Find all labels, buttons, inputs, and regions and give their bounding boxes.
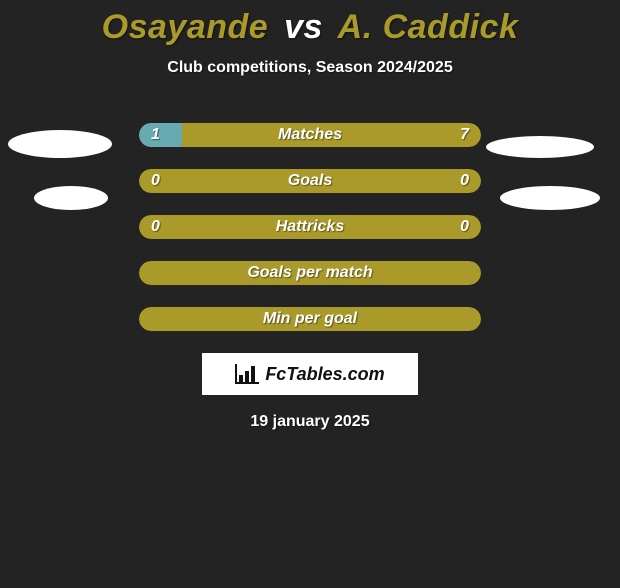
logo-text: FcTables.com [265,364,384,385]
bar-value-right: 0 [460,169,469,193]
bar-label: Hattricks [139,215,481,239]
comparison-title: Osayande vs A. Caddick [0,8,620,47]
bar-value-left: 0 [151,215,160,239]
bar-chart-icon [235,364,259,384]
player1-club-placeholder [34,186,108,210]
bar-value-left: 0 [151,169,160,193]
bar-value-right: 7 [460,123,469,147]
stat-bar-goals: Goals0 0 [139,169,481,193]
player2-club-placeholder [500,186,600,210]
stat-bars-container: Matches17Goals00Hattricks00Goals per mat… [139,123,481,331]
bar-label: Min per goal [139,307,481,331]
player2-avatar-placeholder [486,136,594,158]
snapshot-date: 19 january 2025 [0,413,620,431]
bar-label: Goals per match [139,261,481,285]
subtitle: Club competitions, Season 2024/2025 [0,59,620,77]
stat-bar-matches: Matches1 7 [139,123,481,147]
player1-avatar-placeholder [8,130,112,158]
bar-label: Matches [139,123,481,147]
bar-value-right: 0 [460,215,469,239]
bar-label: Goals [139,169,481,193]
player2-name: A. Caddick [338,8,519,46]
stat-bar-min-per-goal: Min per goal [139,307,481,331]
vs-text: vs [284,8,323,46]
stat-bar-hattricks: Hattricks0 0 [139,215,481,239]
player1-name: Osayande [102,8,269,46]
fctables-logo: FcTables.com [202,353,418,395]
bar-value-left: 1 [151,123,160,147]
stat-bar-goals-per-match: Goals per match [139,261,481,285]
